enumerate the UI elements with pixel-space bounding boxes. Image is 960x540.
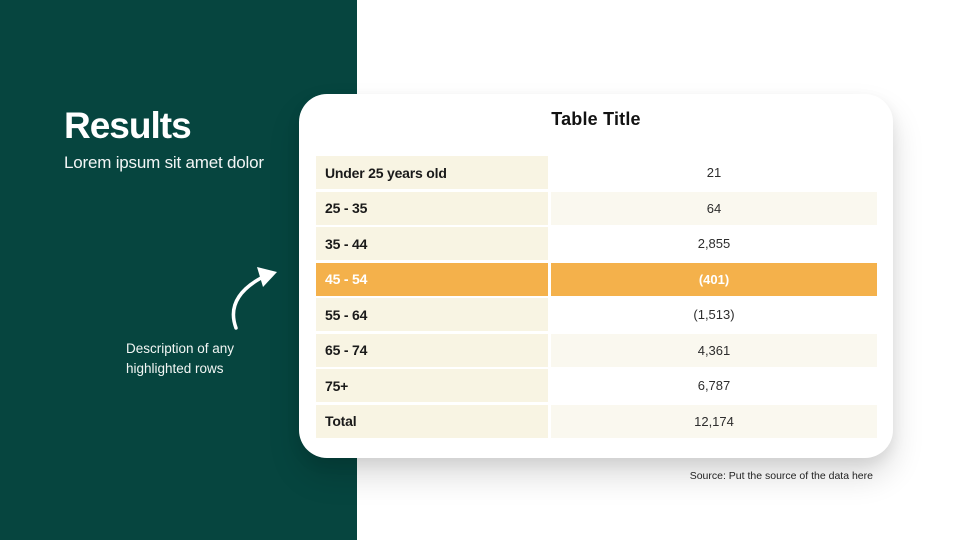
table-row-value: 4,361 [551,333,877,367]
table-row-label: 65 - 74 [316,333,548,367]
table-row-label: Under 25 years old [316,156,548,189]
table-row-label: 35 - 44 [316,227,548,260]
highlight-description: Description of any highlighted rows [126,341,235,376]
slide-subtitle: Lorem ipsum sit amet dolor [64,153,264,172]
table-row-value: (1,513) [551,298,877,331]
source-note: Source: Put the source of the data here [689,470,873,482]
data-table: Under 25 years old 21 25 - 35 64 35 - 44 2,85… [316,156,877,438]
table-title: Table Title [551,109,641,129]
table-row-label: 25 - 35 [316,191,548,225]
table-row-value: 2,855 [551,227,877,260]
curved-arrow-icon [231,267,277,330]
table-card: Table Title Under 25 years old 21 25 - 35 6… [299,94,893,458]
table-row-label: Total [316,404,548,438]
table-row-label: 75+ [316,369,548,402]
table-row-value: 6,787 [551,369,877,402]
table-row-value: (401) [551,262,877,296]
table-row-value: 12,174 [551,404,877,438]
table-row-label: 45 - 54 [316,262,548,296]
table-row-value: 21 [551,156,877,189]
table-row-value: 64 [551,191,877,225]
table-row-label: 55 - 64 [316,298,548,331]
slide-title: Results [64,105,192,146]
left-panel: Results Lorem ipsum sit amet dolor Descr… [0,0,357,540]
